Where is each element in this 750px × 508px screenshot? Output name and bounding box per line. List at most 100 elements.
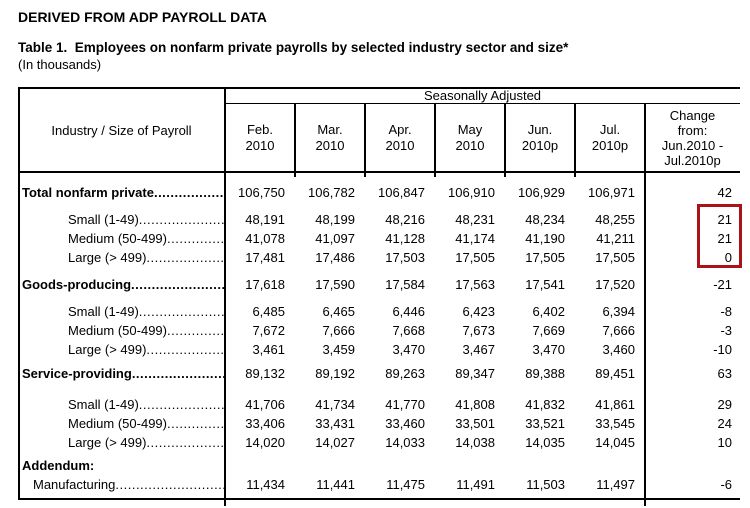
value-cell — [295, 456, 365, 475]
month-column-header: Jul. 2010p — [575, 104, 645, 171]
year-label: 2010p — [591, 137, 629, 153]
row-label: Service-providing — [22, 366, 132, 381]
leader-dots: ........................................… — [115, 477, 225, 492]
change-header-line: Jun.2010 - — [661, 137, 724, 153]
value-cell: 33,406 — [245, 416, 285, 431]
value-cell: 6,446 — [392, 304, 425, 319]
value-cell: 33,431 — [315, 416, 355, 431]
year-label: 2010p — [521, 137, 559, 153]
change-header-line: from: — [677, 122, 708, 138]
value-cell: 7,666 — [322, 323, 355, 338]
value-cell: 106,971 — [588, 185, 635, 200]
value-cell: 14,035 — [525, 435, 565, 450]
table-rule-top — [18, 87, 740, 89]
month-column-header: Mar. 2010 — [295, 104, 365, 171]
year-label: 2010 — [315, 137, 345, 153]
value-cell: 17,486 — [315, 250, 355, 265]
row-label-cell: Large (> 499) ..........................… — [18, 248, 225, 267]
row-label: Addendum: — [22, 458, 95, 473]
change-value-cell: 21 — [717, 212, 732, 227]
value-cell: 11,434 — [246, 477, 285, 492]
value-cell: 41,734 — [315, 397, 355, 412]
value-cell: 17,505 — [455, 250, 495, 265]
change-value-cell: 0 — [724, 250, 732, 265]
row-label-cell: Small (1-49) ...........................… — [18, 302, 225, 321]
value-cell — [575, 456, 645, 475]
value-cell: 3,460 — [602, 342, 635, 357]
value-cell: 17,584 — [385, 277, 425, 292]
value-cell: 7,669 — [532, 323, 565, 338]
value-cell: 17,505 — [595, 250, 635, 265]
row-label-cell: Service-providing ......................… — [18, 364, 225, 383]
value-cell: 3,467 — [462, 342, 495, 357]
row-label: Medium (50-499) — [68, 416, 167, 431]
change-value-cell: 42 — [717, 185, 732, 200]
table-rule-bottom — [18, 498, 740, 500]
table-row: Large (> 499) ..........................… — [18, 248, 740, 267]
table-row: Large (> 499) ..........................… — [18, 340, 740, 359]
value-cell: 3,470 — [392, 342, 425, 357]
row-label: Medium (50-499) — [68, 323, 167, 338]
year-label: 2010 — [245, 137, 275, 153]
row-label-cell: Large (> 499) ..........................… — [18, 340, 225, 359]
table-row: Medium (50-499) ........................… — [18, 321, 740, 340]
table-body: Total nonfarm private ..................… — [18, 173, 740, 494]
row-label: Large (> 499) — [68, 435, 147, 450]
row-label-cell: Small (1-49) ...........................… — [18, 210, 225, 229]
value-cell: 41,078 — [245, 231, 285, 246]
value-cell: 48,231 — [455, 212, 495, 227]
value-cell: 11,497 — [596, 477, 635, 492]
value-cell: 41,097 — [315, 231, 355, 246]
table-row: Goods-producing ........................… — [18, 275, 740, 294]
column-separator-mar-apr — [364, 104, 366, 177]
leader-dots: ........................................… — [167, 231, 225, 246]
leader-dots: ........................................… — [146, 250, 225, 265]
value-cell: 89,132 — [245, 366, 285, 381]
row-label: Manufacturing — [33, 477, 116, 492]
row-label-cell: Large (> 499) ..........................… — [18, 433, 225, 452]
value-cell: 89,192 — [315, 366, 355, 381]
value-cell: 6,485 — [252, 304, 285, 319]
row-label: Medium (50-499) — [68, 231, 167, 246]
month-column-header: Jun. 2010p — [505, 104, 575, 171]
value-cell: 33,545 — [595, 416, 635, 431]
leader-dots: ........................................… — [153, 185, 225, 200]
value-cell: 17,563 — [455, 277, 495, 292]
value-cell: 33,501 — [455, 416, 495, 431]
value-cell: 14,027 — [315, 435, 355, 450]
value-cell: 89,451 — [595, 366, 635, 381]
value-cell: 48,216 — [385, 212, 425, 227]
value-cell: 7,666 — [602, 323, 635, 338]
value-cell: 14,020 — [245, 435, 285, 450]
value-cell: 6,423 — [462, 304, 495, 319]
value-cell: 48,234 — [525, 212, 565, 227]
value-cell: 48,255 — [595, 212, 635, 227]
table-row: Service-providing ......................… — [18, 364, 740, 383]
change-value-cell: -21 — [713, 277, 732, 292]
value-cell: 7,672 — [252, 323, 285, 338]
month-column-header: Feb. 2010 — [225, 104, 295, 171]
leader-dots: ........................................… — [146, 435, 225, 450]
value-cell: 14,045 — [595, 435, 635, 450]
value-cell: 17,590 — [315, 277, 355, 292]
leader-dots: ........................................… — [167, 323, 225, 338]
value-cell: 7,668 — [392, 323, 425, 338]
row-label: Small (1-49) — [68, 212, 139, 227]
value-cell: 41,832 — [525, 397, 565, 412]
value-cell: 33,460 — [385, 416, 425, 431]
row-label: Large (> 499) — [68, 342, 147, 357]
change-header-line: Change — [669, 107, 716, 123]
value-cell: 41,706 — [245, 397, 285, 412]
column-separator-may-jun — [504, 104, 506, 177]
value-cell: 3,461 — [252, 342, 285, 357]
value-cell — [225, 456, 295, 475]
row-label: Goods-producing — [22, 277, 132, 292]
units-note: (In thousands) — [18, 57, 102, 72]
month-column-header: Apr. 2010 — [365, 104, 435, 171]
table-row: Small (1-49) ...........................… — [18, 210, 740, 229]
table-row: Small (1-49) ...........................… — [18, 302, 740, 321]
column-separator-feb-mar — [294, 104, 296, 177]
row-label-cell: Medium (50-499) ........................… — [18, 414, 225, 433]
column-separator-jun-jul — [574, 104, 576, 177]
change-value-cell: 24 — [717, 416, 732, 431]
